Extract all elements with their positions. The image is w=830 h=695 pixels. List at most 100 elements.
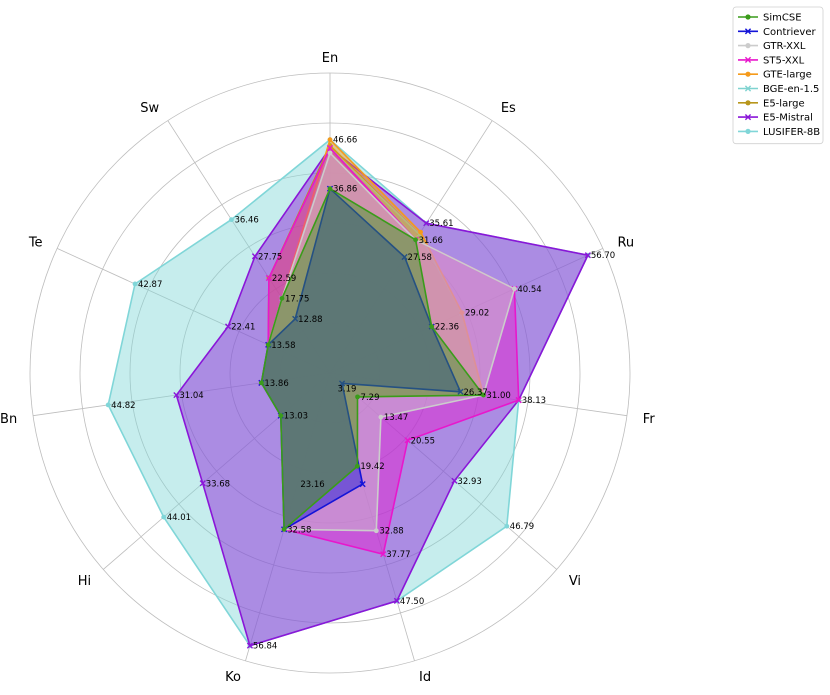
legend: SimCSE Contriever GTR-XXL ST5-XXL GTE-large B…	[732, 6, 824, 145]
data-point-st5-xxl-id	[380, 551, 387, 558]
data-point-contriever-id	[359, 481, 366, 488]
legend-label-lusifer-8b: LUSIFER-8B	[763, 127, 820, 138]
value-label-sw: 27.75	[258, 252, 282, 262]
data-point-st5-xxl-en	[326, 144, 334, 152]
axis-label-es: Es	[501, 101, 516, 116]
data-point-simcse-fr	[481, 392, 486, 398]
data-point-e5-mistral-hi	[199, 480, 206, 487]
grid-spoke-es	[329, 120, 493, 374]
data-point-e5-mistral-ko	[246, 642, 254, 649]
grid-layer	[29, 72, 631, 674]
data-point-e5-mistral-vi	[451, 477, 458, 484]
value-label-fr: 31.00	[486, 391, 510, 401]
data-point-simcse-bn	[259, 380, 264, 386]
value-label-bn: 44.82	[111, 401, 135, 411]
value-label-sw: 22.59	[272, 274, 296, 284]
value-label-vi: 13.47	[384, 413, 408, 423]
value-label-bn: 13.86	[264, 379, 288, 389]
series-area-simcse	[260, 187, 485, 532]
value-label-id: 37.77	[386, 550, 410, 560]
legend-marker-gtr-xxl	[745, 43, 751, 49]
legend-marker-lusifer-8b	[745, 128, 751, 134]
axis-label-fr: Fr	[643, 412, 656, 427]
value-label-id: 19.42	[360, 462, 384, 472]
axis-label-vi: Vi	[569, 574, 581, 589]
data-point-gtr-xxl-id	[373, 528, 379, 534]
value-label-id: 3.19	[337, 384, 356, 394]
data-point-e5-mistral-es	[423, 220, 430, 227]
data-point-gtr-xxl-vi	[378, 414, 384, 420]
data-point-simcse-id	[354, 463, 360, 469]
legend-marker-bge-en-1-5	[744, 85, 752, 92]
grid-spoke-fr	[329, 372, 628, 417]
data-point-st5-xxl-fr	[515, 397, 522, 404]
legend-label-simcse: SimCSE	[763, 13, 802, 24]
value-label-sw: 36.46	[234, 216, 258, 226]
data-point-e5-mistral-sw	[251, 253, 259, 260]
grid-spoke-te	[56, 248, 331, 374]
series-layer	[105, 137, 591, 649]
value-label-en: 36.86	[333, 185, 357, 195]
axis-label-layer: En Es Ru Fr Vi Id Ko Hi Bn Te Sw	[0, 51, 655, 685]
value-label-ru: 22.36	[435, 323, 459, 333]
data-point-simcse-ko	[281, 526, 287, 532]
data-point-lusifer-8b-bn	[105, 402, 111, 408]
annotation-layer: 46.66 36.86 35.61 31.66 27.58 56.70 40.54 29.02…	[111, 136, 615, 652]
legend-label-st5-xxl: ST5-XXL	[763, 55, 805, 66]
value-label-te: 42.87	[138, 280, 162, 290]
value-label-vi: 46.79	[510, 522, 534, 532]
grid-spoke-ko	[245, 372, 331, 661]
data-point-lusifer-8b-hi	[161, 514, 167, 520]
value-label-ru: 40.54	[517, 285, 541, 295]
data-point-e5-mistral-id	[393, 597, 401, 604]
legend-marker-contriever	[744, 28, 752, 35]
data-point-gte-large-ru	[459, 310, 465, 316]
data-point-contriever-sw	[292, 315, 299, 322]
value-label-fr: 26.37	[464, 388, 488, 398]
value-label-fr: 38.13	[522, 396, 546, 406]
data-point-e5-mistral-te	[224, 323, 232, 330]
value-label-sw: 17.75	[285, 294, 309, 304]
series-area-contriever	[260, 187, 462, 531]
data-point-st5-xxl-sw	[265, 274, 273, 282]
legend-marker-st5-xxl	[744, 56, 752, 63]
data-point-st5-xxl-vi	[404, 437, 411, 444]
value-label-te: 13.58	[271, 341, 295, 351]
grid-spoke-hi	[103, 372, 331, 570]
grid-spoke-vi	[329, 372, 557, 570]
data-point-e5-mistral-bn	[173, 391, 180, 399]
axis-label-hi: Hi	[78, 574, 91, 589]
value-label-ko: 56.84	[253, 642, 277, 652]
grid-spoke-bn	[32, 372, 331, 417]
data-point-simcse-ru	[429, 324, 435, 329]
value-label-bn: 31.04	[179, 391, 203, 401]
legend-marker-e5-large	[745, 100, 751, 106]
axis-label-id: Id	[419, 670, 431, 685]
value-label-vi: 20.55	[411, 436, 435, 446]
grid-spoke-id	[329, 372, 415, 661]
value-label-en: 46.66	[333, 136, 357, 146]
value-label-es: 31.66	[419, 236, 443, 246]
legend-label-gtr-xxl: GTR-XXL	[763, 41, 806, 52]
data-point-simcse-hi	[278, 413, 284, 419]
axis-label-ru: Ru	[617, 236, 634, 251]
data-point-gtr-xxl-en	[327, 150, 333, 156]
value-label-ko: 32.58	[287, 525, 311, 535]
value-label-ko: 23.16	[300, 480, 324, 490]
legend-marker-gte-large	[745, 71, 751, 77]
legend-label-gte-large: GTE-large	[763, 70, 812, 81]
data-point-contriever-es	[401, 253, 408, 261]
legend-marker-simcse	[745, 14, 751, 20]
value-label-hi: 13.03	[284, 412, 308, 422]
legend-label-bge-en-1-5: BGE-en-1.5	[763, 84, 819, 95]
legend-label-e5-large: E5-large	[763, 98, 805, 109]
data-point-contriever-fr	[457, 388, 464, 395]
grid-spoke-sw	[167, 120, 331, 374]
legend-label-e5-mistral: E5-Mistral	[763, 113, 813, 124]
axis-label-sw: Sw	[140, 101, 159, 116]
value-label-hi: 44.01	[167, 513, 191, 523]
value-label-id: 32.88	[379, 527, 403, 537]
value-label-te: 22.41	[231, 322, 255, 332]
data-point-gte-large-es	[418, 229, 423, 235]
